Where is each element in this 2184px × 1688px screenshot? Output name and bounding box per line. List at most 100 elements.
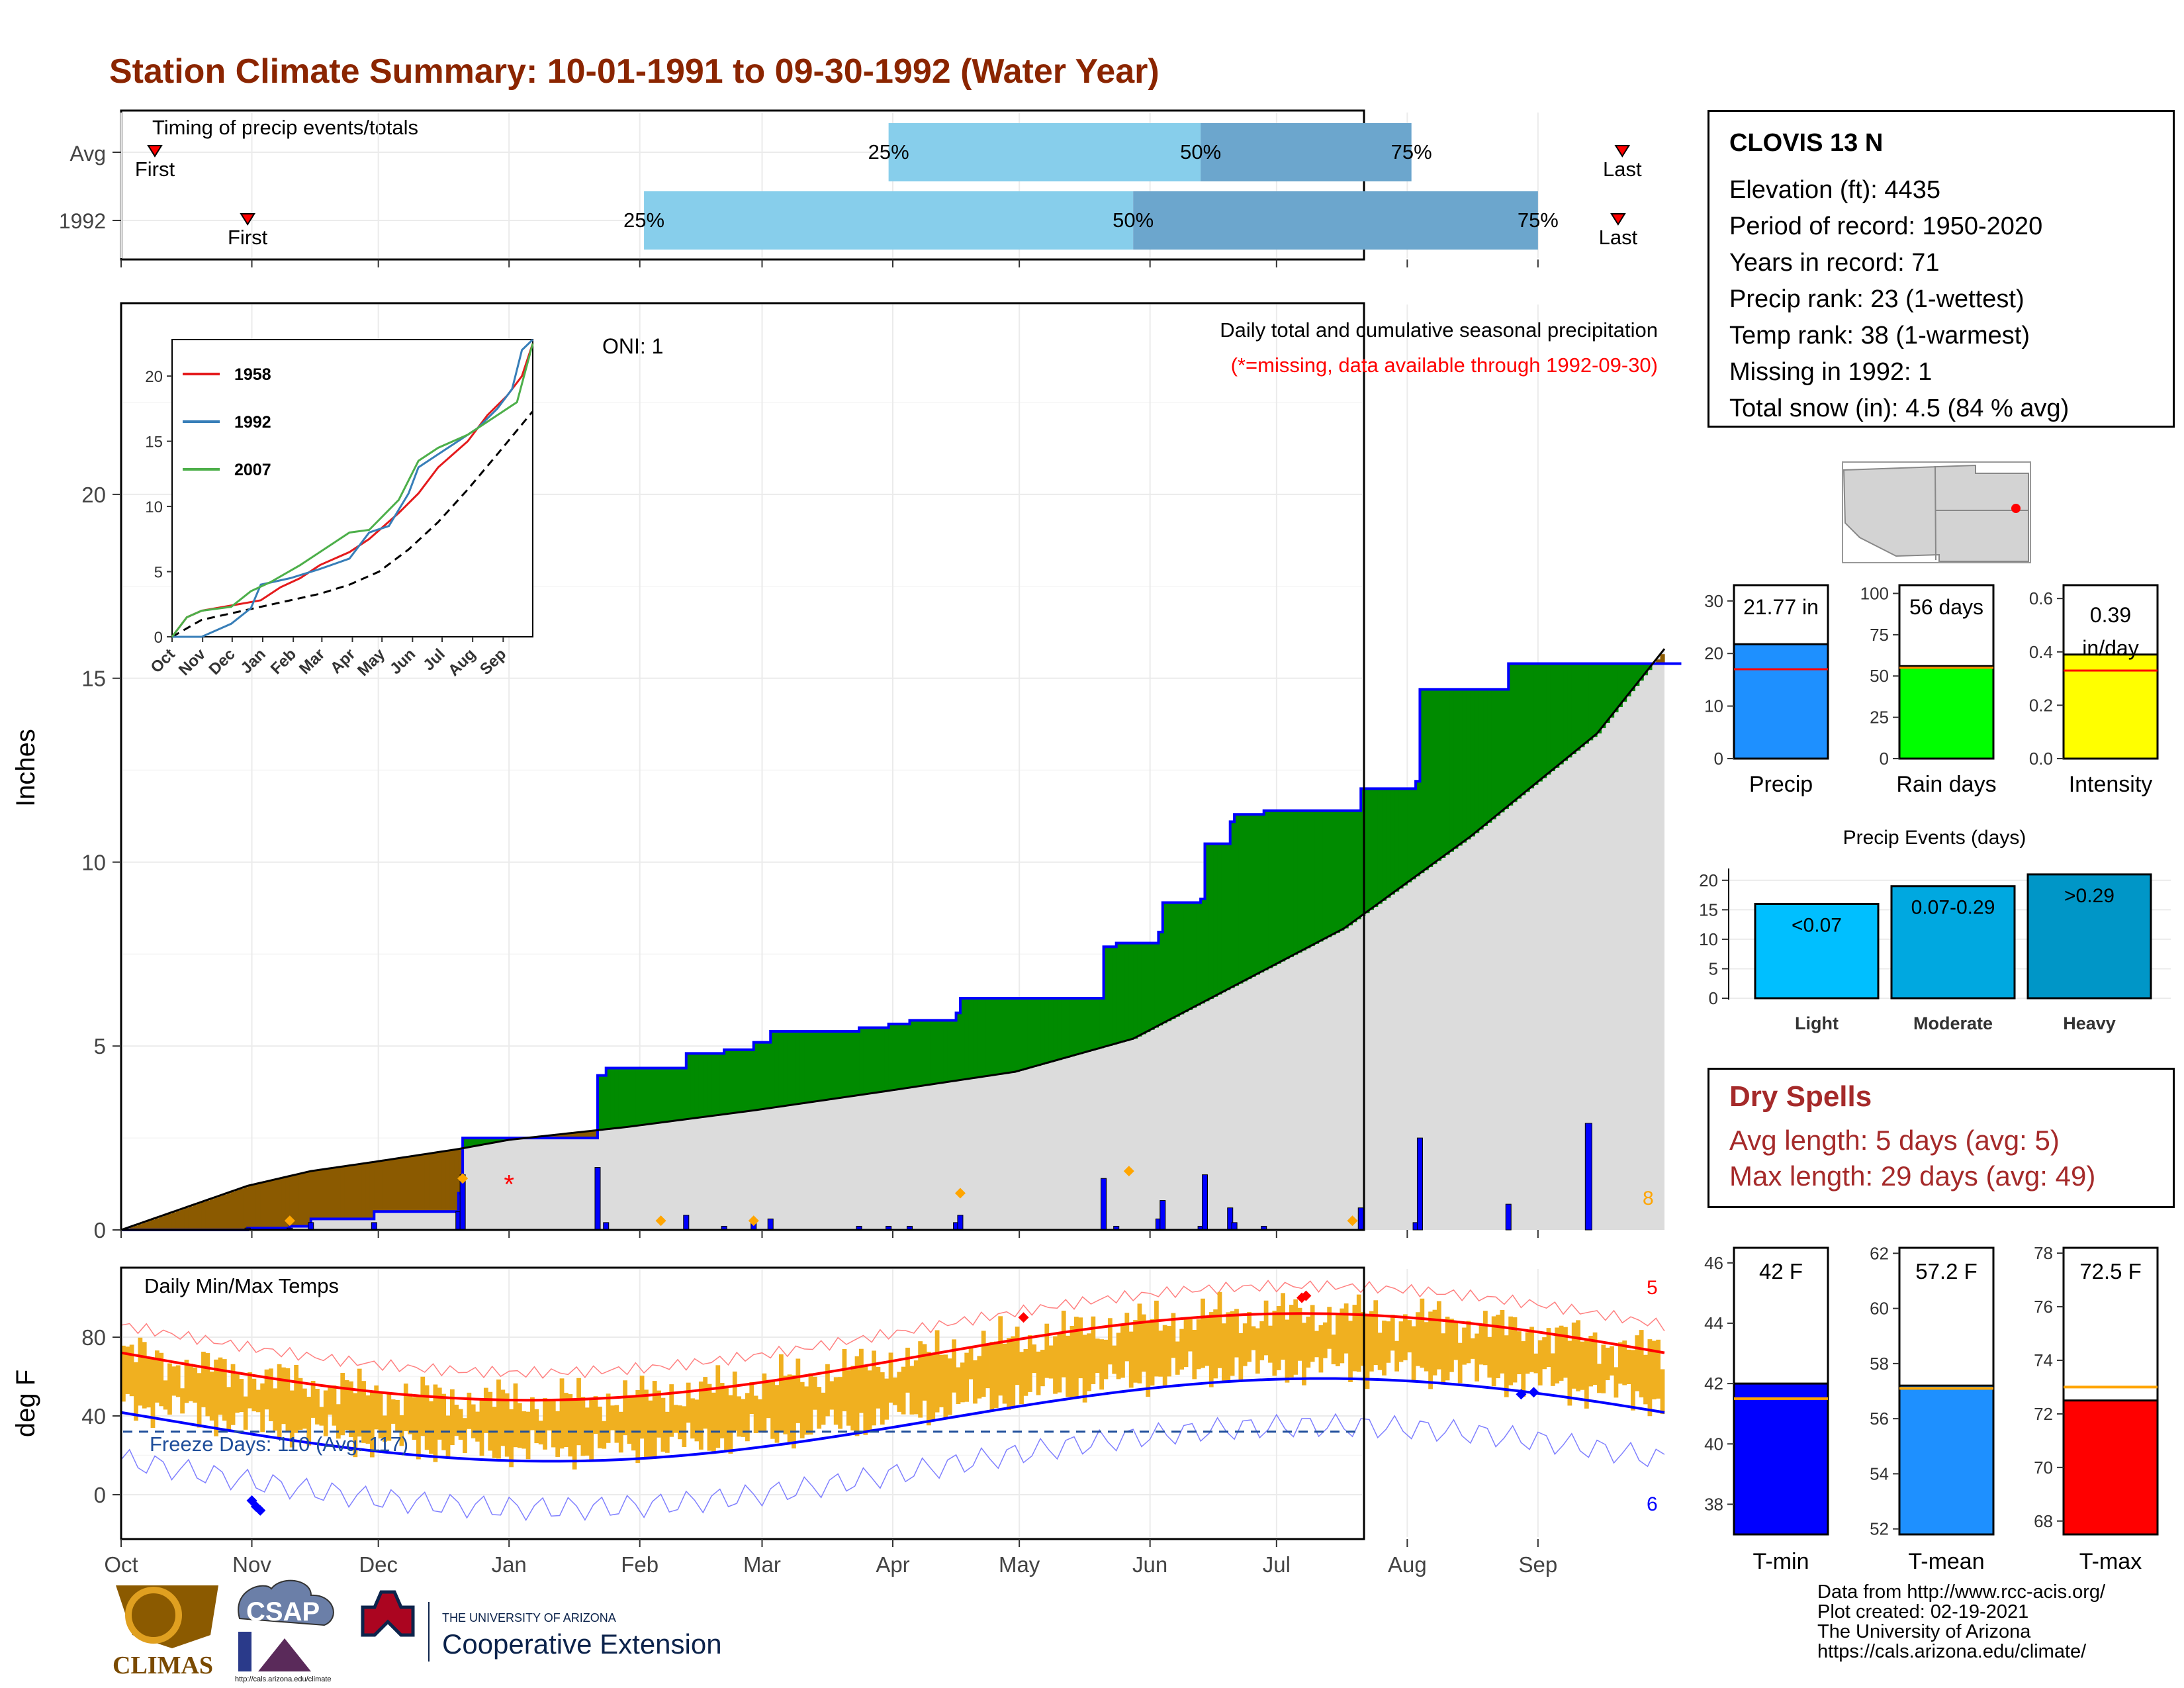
- deficit-area: [580, 1132, 586, 1139]
- daily-temp-bar: [1559, 1325, 1564, 1381]
- daily-temp-bar: [509, 1409, 514, 1468]
- daily-temp-bar: [854, 1356, 860, 1436]
- daily-temp-bar: [1550, 1353, 1555, 1386]
- daily-temp-bar: [812, 1376, 817, 1410]
- daily-temp-bar: [1289, 1305, 1294, 1378]
- events-ytick-label: 0: [1709, 988, 1718, 1008]
- surplus-area: [1247, 814, 1252, 980]
- daily-temp-bar: [340, 1373, 345, 1436]
- temp-bar-ytick-label: 46: [1704, 1253, 1723, 1273]
- daily-temp-bar: [193, 1367, 198, 1403]
- surplus-area: [1192, 902, 1197, 1008]
- daily-temp-bar: [593, 1396, 598, 1434]
- daily-temp-bar: [408, 1393, 413, 1434]
- temp-bar-ytick-label: 38: [1704, 1494, 1723, 1514]
- daily-temp-bar: [1605, 1347, 1610, 1381]
- surplus-area: [1281, 810, 1286, 962]
- daily-precip-bar: [603, 1222, 610, 1231]
- deficit-area: [328, 1168, 333, 1219]
- daily-temp-bar: [1580, 1341, 1585, 1390]
- daily-temp-bar: [205, 1353, 210, 1417]
- surplus-area: [1504, 689, 1509, 810]
- daily-temp-bar: [1470, 1338, 1475, 1359]
- state-border: [1934, 465, 1936, 561]
- oni-label: ONI: 1: [602, 334, 663, 358]
- daily-temp-bar: [1120, 1325, 1125, 1378]
- surplus-area: [939, 1020, 944, 1084]
- snow-marker: [457, 1173, 469, 1184]
- daily-temp-bar: [383, 1415, 387, 1442]
- daily-precip-bar: [1231, 1222, 1238, 1231]
- surplus-area: [1150, 943, 1155, 1030]
- daily-temp-bar: [230, 1364, 236, 1425]
- daily-temp-bar: [1656, 1339, 1661, 1399]
- surplus-area: [1226, 843, 1231, 990]
- daily-temp-bar: [138, 1337, 143, 1406]
- timing-iqr-lower: [644, 191, 1134, 250]
- daily-temp-bar: [255, 1389, 261, 1413]
- daily-temp-bar: [897, 1372, 902, 1412]
- timing-row-year-label: 1992: [59, 209, 106, 233]
- surplus-area: [1386, 788, 1391, 898]
- surplus-area: [1550, 663, 1555, 772]
- surplus-area: [488, 1138, 493, 1144]
- daily-temp-bar: [817, 1387, 822, 1429]
- daily-temp-bar: [580, 1397, 586, 1456]
- daily-temp-bar: [306, 1397, 312, 1446]
- daily-temp-bar: [758, 1399, 762, 1432]
- daily-temp-bar: [753, 1395, 758, 1433]
- surplus-area: [1196, 902, 1201, 1006]
- daily-temp-bar: [1441, 1333, 1446, 1385]
- daily-temp-bar: [349, 1381, 353, 1438]
- daily-temp-bar: [1146, 1320, 1151, 1397]
- deficit-area: [298, 1174, 303, 1227]
- temp-xtick-label: Mar: [743, 1552, 781, 1577]
- surplus-area: [968, 998, 974, 1079]
- surplus-area: [724, 1049, 729, 1115]
- daily-temp-bar: [1201, 1298, 1205, 1368]
- surplus-area: [1116, 943, 1121, 1044]
- daily-temp-bar: [952, 1339, 956, 1393]
- first-event-marker: [240, 213, 255, 226]
- surplus-area: [918, 1020, 923, 1087]
- daily-precip-bar: [1357, 1207, 1364, 1231]
- surplus-area: [1432, 689, 1437, 865]
- daily-temp-bar: [787, 1374, 792, 1444]
- temp-bar-label: T-max: [2079, 1549, 2142, 1574]
- surplus-area: [1103, 947, 1109, 1047]
- daily-temp-bar: [737, 1396, 742, 1437]
- last-event-marker: [1614, 145, 1631, 158]
- record-low-marker: [255, 1505, 266, 1516]
- surplus-area: [1293, 810, 1298, 955]
- daily-temp-bar: [1647, 1339, 1653, 1417]
- surplus-area: [715, 1053, 721, 1115]
- daily-temp-bar: [1504, 1335, 1509, 1397]
- daily-temp-bar: [1487, 1336, 1492, 1378]
- surplus-area: [652, 1068, 657, 1124]
- daily-temp-bar: [1445, 1317, 1450, 1381]
- snow-marker: [1123, 1166, 1134, 1177]
- surplus-area: [1205, 843, 1210, 1002]
- surplus-area: [631, 1068, 636, 1127]
- high-record-count: 5: [1647, 1277, 1658, 1299]
- daily-temp-bar: [1196, 1319, 1201, 1370]
- climas-mark: [116, 1585, 218, 1648]
- deficit-area: [449, 1150, 455, 1212]
- surplus-area: [1398, 788, 1404, 889]
- daily-temp-bar: [134, 1362, 138, 1421]
- locator-map: [1842, 461, 2031, 563]
- surplus-area: [1529, 663, 1535, 788]
- daily-temp-bar: [1226, 1312, 1231, 1383]
- deficit-area: [429, 1153, 434, 1212]
- daily-temp-bar: [1213, 1309, 1218, 1379]
- daily-temp-bar: [1263, 1300, 1269, 1356]
- daily-temp-bar: [1276, 1306, 1281, 1370]
- temp-bar-ytick-label: 68: [2034, 1511, 2053, 1531]
- surplus-area: [483, 1138, 488, 1145]
- daily-temp-bar: [1601, 1344, 1606, 1393]
- daily-temp-bar: [589, 1397, 594, 1462]
- surplus-area: [1580, 663, 1585, 747]
- daily-temp-bar: [154, 1350, 159, 1403]
- daily-temp-bar: [1095, 1338, 1100, 1374]
- daily-temp-bar: [1462, 1327, 1467, 1365]
